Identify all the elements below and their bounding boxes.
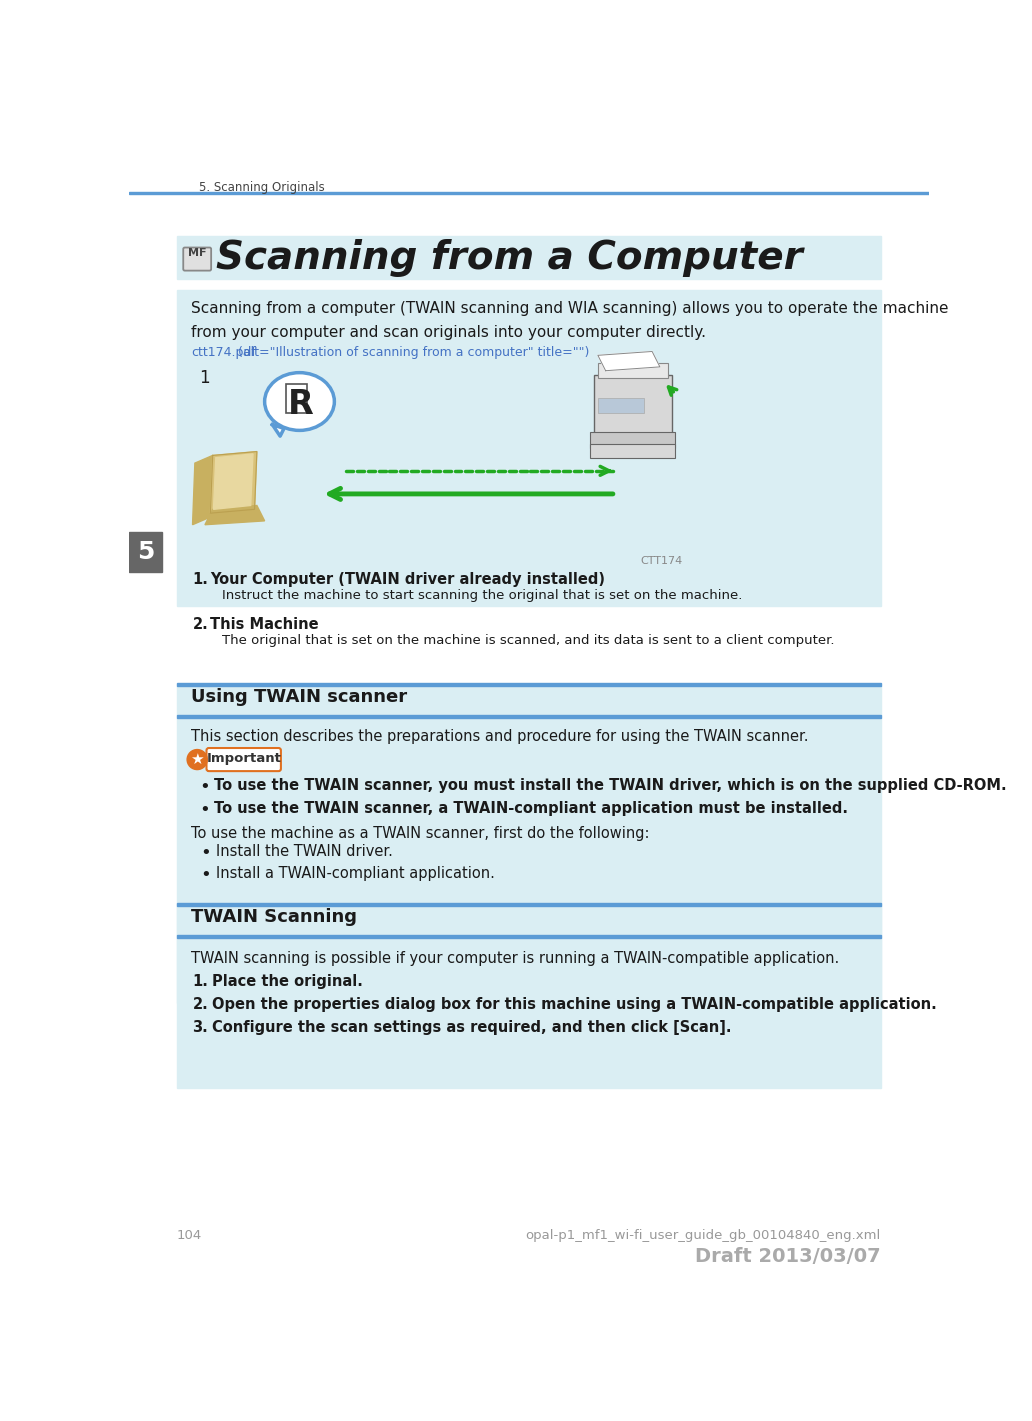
Bar (178, 236, 880, 279)
Text: •: • (200, 844, 212, 863)
Text: 3.: 3. (193, 1020, 208, 1034)
Text: Draft 2013/03/07: Draft 2013/03/07 (696, 1248, 880, 1266)
Text: Open the properties dialog box for this machine using a TWAIN-compatible applica: Open the properties dialog box for this … (212, 996, 937, 1012)
Text: Scanning from a computer (TWAIN scanning and WIA scanning) allows you to operate: Scanning from a computer (TWAIN scanning… (191, 301, 948, 340)
Polygon shape (272, 425, 284, 436)
Text: Using TWAIN scanner: Using TWAIN scanner (191, 688, 408, 706)
Text: TWAIN Scanning: TWAIN Scanning (191, 908, 357, 926)
FancyBboxPatch shape (184, 247, 212, 270)
Text: 1.: 1. (193, 573, 208, 587)
Bar (178, 938, 880, 1088)
Text: Install a TWAIN-compliant application.: Install a TWAIN-compliant application. (216, 865, 494, 881)
Text: 1: 1 (199, 369, 209, 387)
Text: 5. Scanning Originals: 5. Scanning Originals (199, 182, 324, 195)
Text: CTT174: CTT174 (641, 556, 683, 566)
Text: Scanning from a Computer: Scanning from a Computer (216, 239, 803, 277)
Circle shape (187, 749, 207, 770)
Text: •: • (199, 779, 209, 796)
Text: 2.: 2. (193, 617, 208, 632)
Text: •: • (199, 801, 209, 818)
Polygon shape (205, 506, 264, 524)
Text: 1.: 1. (193, 973, 208, 989)
Text: 104: 104 (178, 1229, 202, 1242)
Text: This section describes the preparations and procedure for using the TWAIN scanne: This section describes the preparations … (191, 729, 808, 743)
Polygon shape (211, 452, 257, 513)
Bar (590, 443, 675, 458)
Polygon shape (193, 455, 213, 524)
Text: Install the TWAIN driver.: Install the TWAIN driver. (216, 844, 392, 860)
Bar (178, 935, 880, 938)
Polygon shape (214, 453, 253, 509)
Bar (594, 375, 672, 441)
Text: ★: ★ (190, 752, 204, 767)
Text: To use the TWAIN scanner, a TWAIN-compliant application must be installed.: To use the TWAIN scanner, a TWAIN-compli… (215, 801, 848, 816)
Polygon shape (598, 351, 659, 371)
Text: 5: 5 (136, 540, 154, 564)
Bar (178, 682, 880, 686)
Text: To use the TWAIN scanner, you must install the TWAIN driver, which is on the sup: To use the TWAIN scanner, you must insta… (215, 779, 1007, 793)
Bar (178, 718, 880, 1003)
FancyBboxPatch shape (206, 747, 281, 772)
Bar (590, 432, 675, 448)
Text: Important: Important (206, 752, 281, 764)
Bar (598, 362, 668, 378)
Bar (598, 398, 644, 414)
Bar (129, 533, 162, 573)
Text: MF: MF (188, 249, 206, 259)
Text: (alt="Illustration of scanning from a computer" title=""): (alt="Illustration of scanning from a co… (234, 347, 589, 360)
Text: Your Computer (TWAIN driver already installed): Your Computer (TWAIN driver already inst… (211, 573, 606, 587)
Text: 2: 2 (608, 369, 618, 387)
Text: •: • (200, 865, 212, 884)
Bar (178, 290, 880, 605)
Bar (178, 902, 880, 905)
Text: TWAIN scanning is possible if your computer is running a TWAIN-compatible applic: TWAIN scanning is possible if your compu… (191, 951, 839, 965)
Text: This Machine: This Machine (211, 617, 319, 632)
Text: 2.: 2. (193, 996, 208, 1012)
Text: ctt174.pdf: ctt174.pdf (191, 347, 256, 360)
Bar (286, 384, 308, 414)
Text: Instruct the machine to start scanning the original that is set on the machine.: Instruct the machine to start scanning t… (222, 590, 742, 603)
Ellipse shape (264, 372, 334, 431)
Bar (178, 715, 880, 718)
Text: To use the machine as a TWAIN scanner, first do the following:: To use the machine as a TWAIN scanner, f… (191, 826, 649, 841)
Text: Configure the scan settings as required, and then click [Scan].: Configure the scan settings as required,… (212, 1020, 732, 1034)
Bar (178, 686, 880, 715)
Text: R: R (287, 388, 313, 422)
Bar (129, 192, 929, 195)
Text: The original that is set on the machine is scanned, and its data is sent to a cl: The original that is set on the machine … (222, 634, 835, 647)
Bar (178, 905, 880, 935)
Text: Place the original.: Place the original. (212, 973, 363, 989)
Text: opal-p1_mf1_wi-fi_user_guide_gb_00104840_eng.xml: opal-p1_mf1_wi-fi_user_guide_gb_00104840… (525, 1229, 880, 1242)
